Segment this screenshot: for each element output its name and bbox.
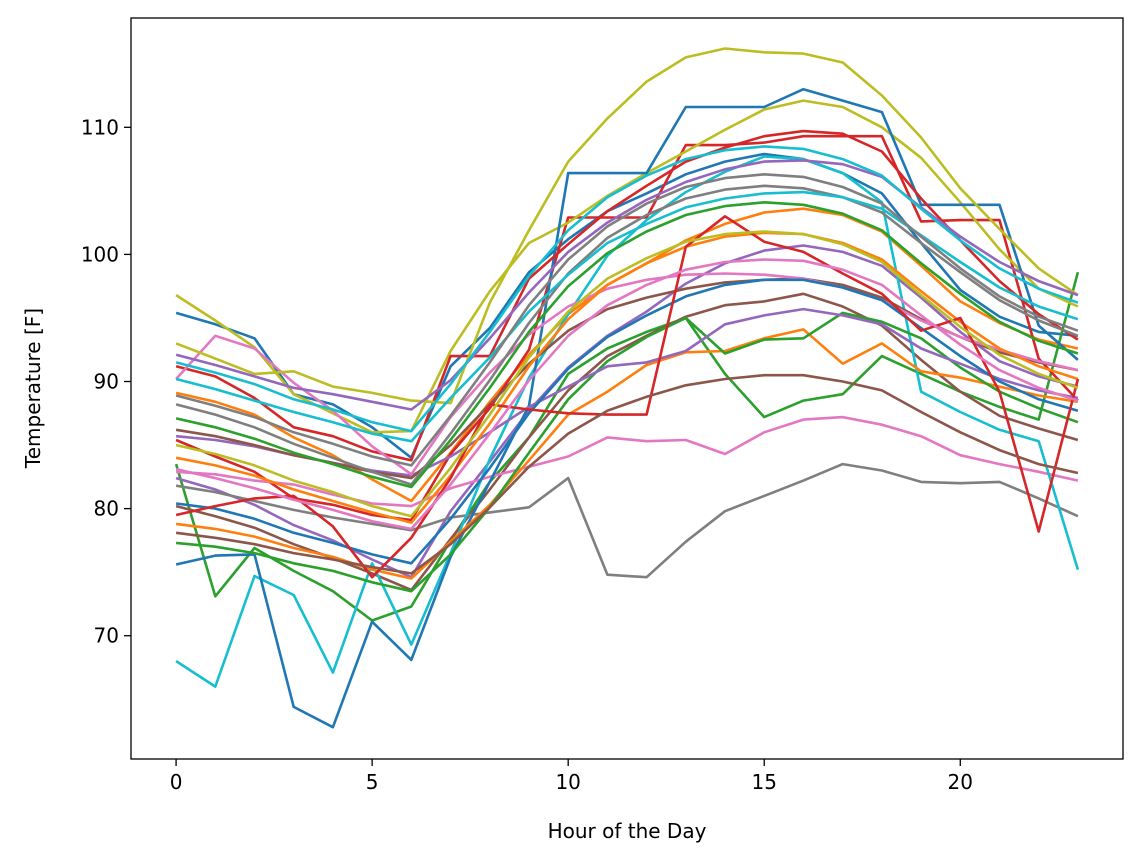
- x-axis-label: Hour of the Day: [548, 819, 707, 843]
- series-line-day-18: [175, 184, 1079, 486]
- series-line-day-22: [175, 231, 1079, 524]
- x-axis-ticks: 0 5 10 15 20: [170, 759, 973, 794]
- y-tick-label: 80: [94, 497, 119, 521]
- series-line-day-20: [175, 190, 1079, 443]
- y-tick-label: 110: [81, 115, 119, 139]
- x-tick-label: 0: [170, 770, 183, 794]
- x-tick-label: 10: [555, 770, 580, 794]
- series-line-day-03: [174, 271, 1080, 622]
- y-tick-label: 90: [94, 370, 119, 394]
- series-line-day-13: [175, 311, 1079, 593]
- series-line-day-19: [175, 47, 1079, 405]
- y-axis-label: Temperature [F]: [21, 308, 45, 469]
- series-line-day-25: [175, 159, 1079, 411]
- series-line-day-10: [175, 155, 1080, 688]
- series-line-day-28: [175, 173, 1079, 467]
- y-tick-label: 70: [94, 624, 119, 648]
- plot-frame: [130, 17, 1124, 760]
- series-line-day-12: [175, 328, 1079, 580]
- series-line-day-27: [175, 258, 1079, 531]
- x-tick-label: 20: [948, 770, 973, 794]
- series-line-day-24: [175, 215, 1080, 579]
- series-line-day-05: [175, 244, 1079, 579]
- series-line-day-01: [175, 152, 1079, 460]
- x-tick-label: 5: [366, 770, 379, 794]
- series-line-day-26: [175, 373, 1079, 575]
- series-line-day-23: [175, 201, 1079, 489]
- series-line-day-04: [175, 134, 1079, 522]
- series-layer: [174, 47, 1080, 729]
- series-line-day-30: [175, 145, 1079, 433]
- series-line-day-29: [175, 230, 1079, 518]
- series-line-day-09: [175, 99, 1079, 434]
- x-tick-label: 15: [752, 770, 777, 794]
- series-line-day-17: [175, 272, 1079, 476]
- y-tick-label: 100: [81, 242, 119, 266]
- series-line-day-07: [176, 415, 1079, 508]
- series-line-day-08: [175, 462, 1079, 579]
- series-line-day-14: [175, 129, 1079, 462]
- y-axis-ticks: 70 80 90 100 110: [81, 115, 131, 648]
- series-line-day-21: [175, 278, 1079, 565]
